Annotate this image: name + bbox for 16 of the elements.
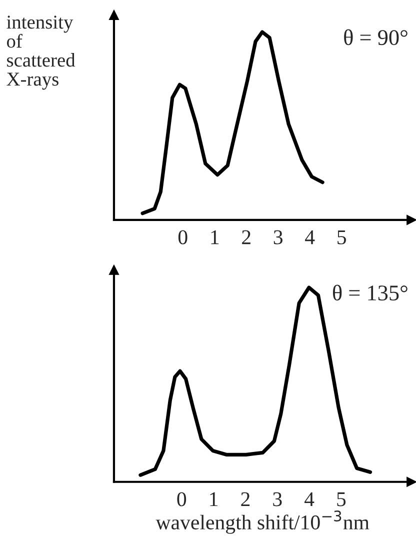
x-tick-label: 5 bbox=[338, 230, 346, 244]
annotation: θ = 90° bbox=[344, 29, 408, 46]
x-tick-label: 0 bbox=[177, 492, 186, 506]
x-tick-label: 3 bbox=[273, 492, 282, 506]
x-tick-label: 1 bbox=[210, 492, 218, 506]
x-axis-title: wavelength shift/10$^{−3}$nm bbox=[156, 510, 370, 534]
x-tick-label: 2 bbox=[241, 492, 250, 506]
y-axis-title: intensity of scattered X-rays bbox=[6, 16, 76, 90]
x-tick-label: 4 bbox=[304, 492, 314, 506]
x-tick-label: 1 bbox=[211, 230, 219, 244]
x-tick-label: 0 bbox=[178, 230, 188, 244]
x-tick-label: 2 bbox=[242, 230, 250, 244]
x-tick-label: 5 bbox=[337, 492, 346, 506]
x-tick-label: 4 bbox=[305, 230, 315, 244]
annotation: θ = 135° bbox=[332, 284, 408, 301]
x-tick-label: 3 bbox=[274, 230, 282, 244]
